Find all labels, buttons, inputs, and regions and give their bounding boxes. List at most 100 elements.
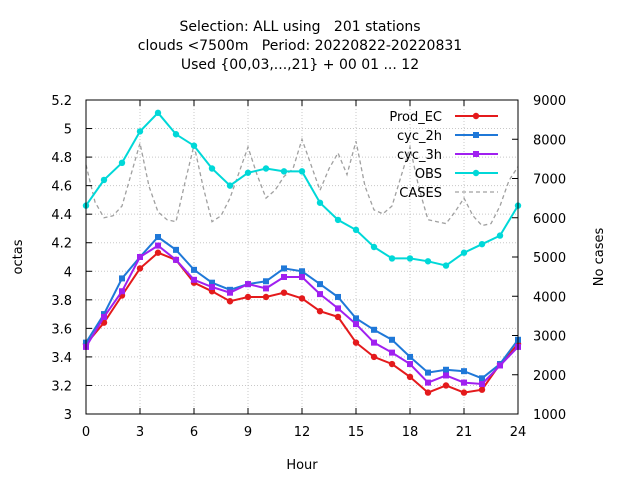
data-point-prod-ec xyxy=(316,308,324,315)
data-point-cyc-3h xyxy=(101,313,107,320)
data-point-obs xyxy=(244,169,252,176)
data-point-cyc-3h xyxy=(407,361,413,368)
x-tick-label: 21 xyxy=(456,425,473,440)
x-tick-label: 15 xyxy=(348,425,365,440)
data-point-cyc-3h xyxy=(389,349,395,356)
data-point-obs xyxy=(334,216,342,224)
data-point-prod-ec xyxy=(298,295,306,302)
y2-tick-label: 5000 xyxy=(533,251,566,266)
data-point-prod-ec xyxy=(442,382,450,389)
data-point-obs xyxy=(262,165,270,172)
data-point-obs xyxy=(460,249,468,256)
data-point-prod-ec xyxy=(154,249,162,256)
y-tick-label: 4 xyxy=(64,265,72,280)
data-point-prod-ec xyxy=(478,386,486,393)
data-point-obs xyxy=(424,258,432,265)
legend-label-prod-ec: Prod_EC xyxy=(389,110,442,125)
y-tick-label: 3.4 xyxy=(51,351,72,366)
y-tick-label: 5.2 xyxy=(51,94,72,109)
data-point-cyc-2h xyxy=(263,278,269,285)
legend-label-obs: OBS xyxy=(415,167,442,182)
y-tick-label: 3 xyxy=(64,408,72,423)
data-point-cyc-3h xyxy=(443,372,449,379)
data-point-obs xyxy=(190,142,198,149)
data-point-prod-ec xyxy=(352,339,360,346)
data-point-prod-ec xyxy=(388,360,396,368)
data-point-cyc-2h xyxy=(119,275,125,282)
data-point-cyc-2h xyxy=(299,268,305,275)
data-point-obs xyxy=(136,128,144,135)
data-point-cyc-2h xyxy=(371,326,377,333)
title-line-3: Used {00,03,...,21} + 00 01 ... 12 xyxy=(180,57,420,73)
data-point-prod-ec xyxy=(262,293,270,301)
y2-axis-label: No cases xyxy=(592,228,607,287)
data-point-obs xyxy=(154,109,162,117)
data-point-prod-ec xyxy=(424,389,432,396)
data-point-cyc-3h xyxy=(425,379,431,386)
data-point-obs xyxy=(100,176,108,184)
data-point-obs xyxy=(370,243,378,251)
data-point-cyc-2h xyxy=(335,293,341,300)
data-point-prod-ec xyxy=(370,353,378,361)
data-point-cyc-2h xyxy=(389,336,395,343)
y-tick-label: 3.2 xyxy=(51,379,72,394)
legend: Prod_EC cyc_2h cyc_3h OBS CASES xyxy=(389,110,498,201)
data-point-cyc-2h xyxy=(407,353,413,360)
legend-marker-cyc-3h xyxy=(473,151,479,157)
data-point-obs xyxy=(226,182,234,189)
series-line-cyc-3h xyxy=(85,244,519,386)
data-point-prod-ec xyxy=(136,265,144,272)
data-point-obs xyxy=(316,199,324,206)
x-axis-label: Hour xyxy=(286,458,318,473)
data-point-cyc-3h xyxy=(497,362,503,369)
data-point-cyc-3h xyxy=(119,288,125,295)
data-point-cyc-2h xyxy=(461,368,467,375)
data-point-obs xyxy=(496,232,504,239)
data-point-obs xyxy=(280,168,288,175)
y-axis-label: octas xyxy=(11,239,26,274)
x-tick-label: 9 xyxy=(244,425,252,440)
data-point-cyc-3h xyxy=(227,289,233,296)
data-point-cyc-3h xyxy=(281,273,287,280)
data-point-cyc-3h xyxy=(299,273,305,280)
data-point-prod-ec xyxy=(244,293,252,301)
y-tick-label: 4.8 xyxy=(51,151,72,166)
data-point-cyc-3h xyxy=(209,283,215,290)
y2-tick-label: 9000 xyxy=(533,94,566,109)
data-point-prod-ec xyxy=(334,313,342,321)
data-point-cyc-2h xyxy=(353,315,359,322)
data-point-obs xyxy=(442,262,450,269)
data-point-cyc-3h xyxy=(461,379,467,386)
y2-tick-label: 4000 xyxy=(533,290,566,305)
data-point-cyc-2h xyxy=(443,366,449,373)
data-point-obs xyxy=(118,159,126,166)
y-tick-label: 4.6 xyxy=(51,180,72,195)
data-point-cyc-2h xyxy=(155,234,161,241)
title-line-1: Selection: ALL using 201 stations xyxy=(179,19,421,35)
data-point-cyc-3h xyxy=(155,242,161,249)
data-point-cyc-2h xyxy=(317,281,323,288)
data-point-cyc-2h xyxy=(281,265,287,272)
y-tick-label: 3.8 xyxy=(51,294,72,309)
data-point-obs xyxy=(478,240,486,248)
legend-marker-obs xyxy=(472,169,480,177)
data-point-obs xyxy=(352,226,360,234)
y2-tick-label: 3000 xyxy=(533,330,566,345)
data-point-obs xyxy=(172,131,180,138)
x-tick-label: 3 xyxy=(136,425,144,440)
x-tick-label: 6 xyxy=(190,425,198,440)
data-point-cyc-2h xyxy=(479,375,485,382)
data-point-prod-ec xyxy=(226,298,234,305)
data-point-prod-ec xyxy=(406,373,414,381)
y2-tick-label: 7000 xyxy=(533,173,566,188)
legend-marker-cyc-2h xyxy=(473,132,479,138)
data-point-cyc-2h xyxy=(191,266,197,273)
legend-label-cyc-2h: cyc_2h xyxy=(397,129,442,144)
y-tick-label: 5 xyxy=(64,123,72,138)
x-tick-label: 12 xyxy=(294,425,311,440)
data-point-cyc-3h xyxy=(245,281,251,288)
legend-marker-prod-ec xyxy=(472,112,480,120)
legend-label-cyc-3h: cyc_3h xyxy=(397,148,442,163)
data-point-cyc-3h xyxy=(263,285,269,292)
